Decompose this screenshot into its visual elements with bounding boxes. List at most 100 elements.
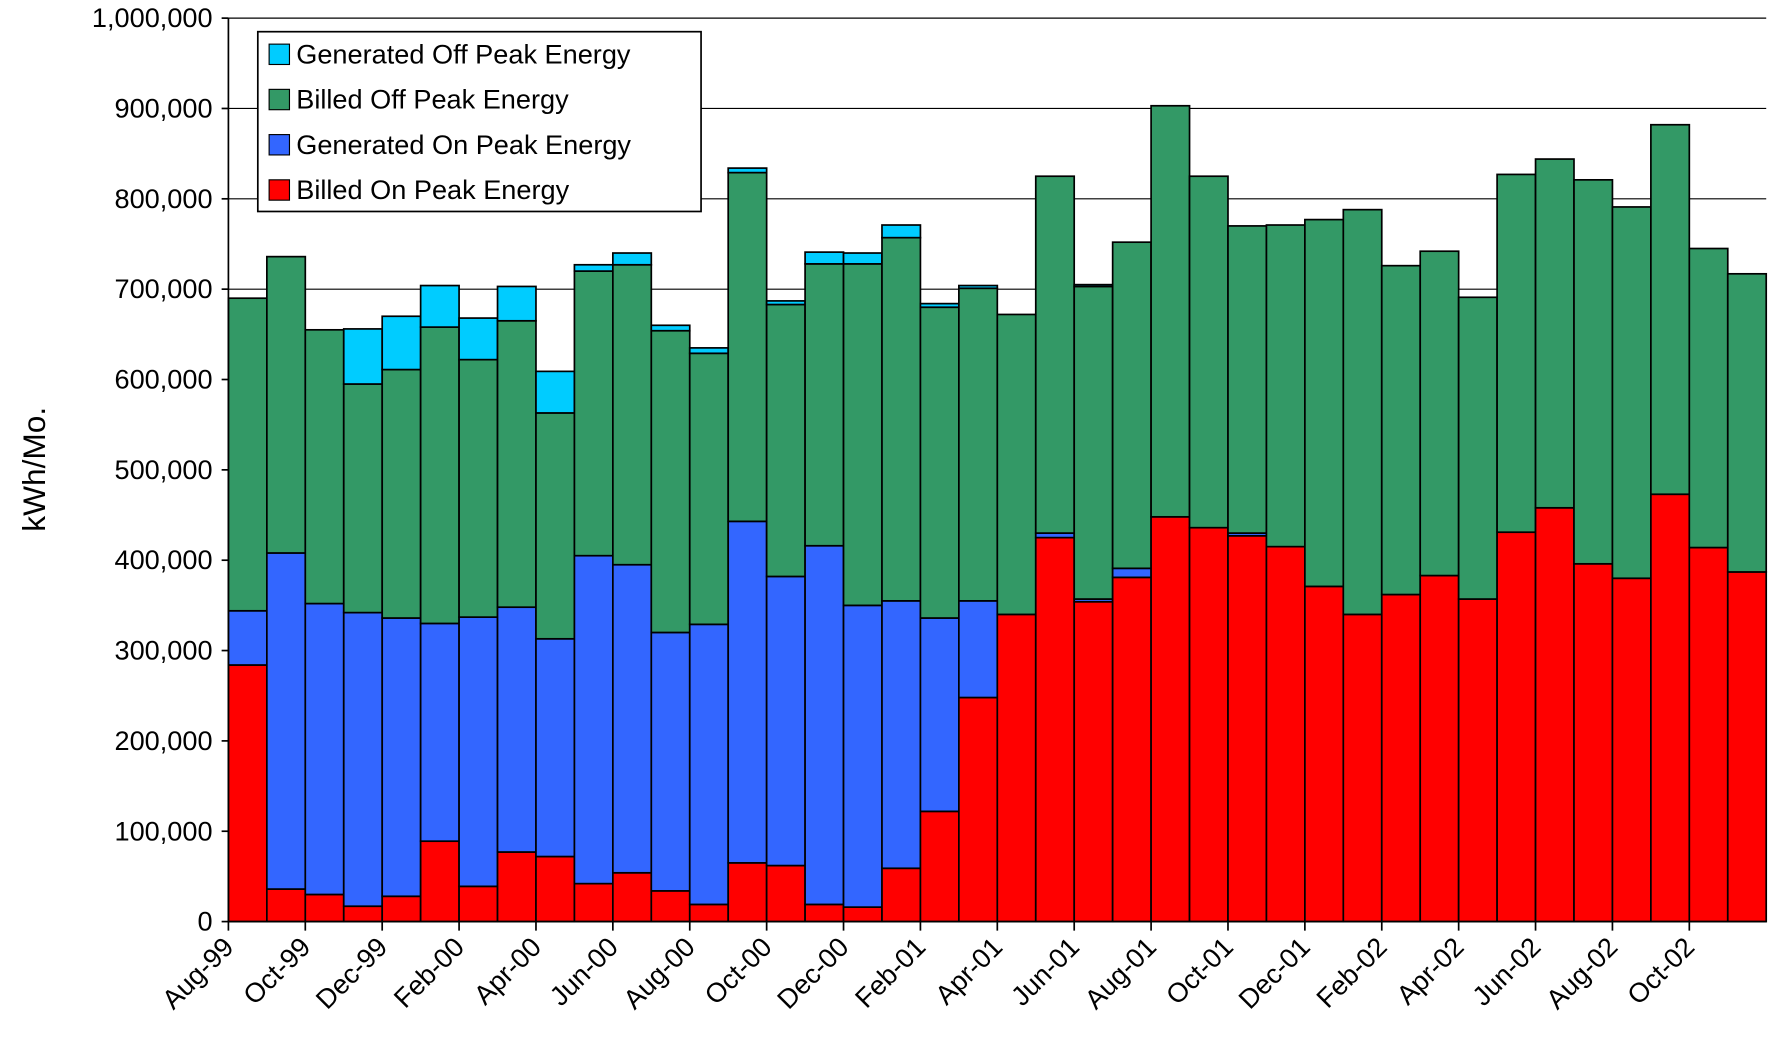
bar-segment bbox=[1342, 613, 1383, 923]
bar-segment bbox=[688, 623, 730, 906]
bar-segment bbox=[1457, 598, 1498, 923]
legend-box bbox=[256, 30, 702, 213]
bar-segment bbox=[1150, 104, 1191, 518]
bar-segment bbox=[1380, 264, 1422, 596]
bar-segment bbox=[1688, 546, 1729, 923]
bar-segment bbox=[1534, 506, 1575, 923]
bar-segment bbox=[1688, 247, 1729, 549]
bar-segment bbox=[958, 284, 999, 290]
bar-segment bbox=[919, 617, 960, 813]
bar-segment bbox=[1611, 206, 1652, 580]
bar-segment bbox=[381, 895, 422, 923]
x-tick-label: Jun-02 bbox=[1466, 931, 1547, 1012]
bar-segment bbox=[804, 263, 845, 547]
bar-segment bbox=[881, 236, 922, 602]
bar-segment bbox=[304, 893, 345, 923]
bar-segment bbox=[919, 302, 960, 309]
bar-segment bbox=[727, 171, 768, 523]
bar-segment bbox=[1188, 175, 1229, 529]
bar-segment bbox=[1034, 536, 1076, 923]
x-tick-label: Feb-01 bbox=[849, 931, 932, 1014]
bar-segment bbox=[612, 563, 653, 874]
bar-segment bbox=[804, 544, 845, 906]
bar-segment bbox=[573, 270, 614, 557]
bar-segment bbox=[535, 370, 576, 414]
x-tick-label: Apr-01 bbox=[929, 931, 1008, 1010]
x-tick-label: Apr-00 bbox=[468, 931, 547, 1010]
legend-swatch bbox=[268, 179, 291, 201]
legend-swatch bbox=[268, 134, 291, 156]
bar-segment bbox=[496, 606, 537, 853]
x-tick-label: Jun-01 bbox=[1005, 931, 1086, 1012]
bar-segment bbox=[612, 871, 653, 923]
y-tick-label: 700,000 bbox=[115, 273, 213, 304]
bar-segment bbox=[881, 224, 922, 239]
x-tick-label: Jun-00 bbox=[543, 931, 624, 1012]
bar-segment bbox=[342, 611, 384, 908]
bar-segment bbox=[304, 602, 345, 896]
bar-segment bbox=[919, 810, 960, 923]
y-tick-label: 900,000 bbox=[115, 93, 213, 124]
bar-segment bbox=[496, 851, 537, 923]
bar-segment bbox=[1034, 175, 1076, 534]
bar-segment bbox=[381, 368, 422, 619]
x-tick-label: Aug-00 bbox=[617, 931, 701, 1015]
legend-label: Generated Off Peak Energy bbox=[296, 38, 631, 69]
bar-segment bbox=[1726, 272, 1768, 573]
bar-segment bbox=[842, 906, 883, 923]
bar-segment bbox=[573, 263, 614, 272]
bar-segment bbox=[650, 324, 691, 332]
bar-segment bbox=[842, 252, 883, 265]
bar-segment bbox=[342, 905, 384, 923]
bar-segment bbox=[381, 617, 422, 898]
bar-segment bbox=[496, 285, 537, 322]
y-tick-label: 800,000 bbox=[115, 183, 213, 214]
x-tick-label: Dec-00 bbox=[771, 931, 855, 1015]
bar-segment bbox=[1073, 285, 1114, 600]
bar-segment bbox=[881, 867, 922, 923]
bar-segment bbox=[419, 326, 460, 625]
bar-segment bbox=[1111, 576, 1152, 923]
bar-segment bbox=[342, 383, 384, 614]
bar-segment bbox=[1650, 493, 1691, 923]
bar-segment bbox=[458, 616, 499, 888]
bar-segment bbox=[1611, 577, 1652, 923]
bar-segment bbox=[266, 552, 307, 890]
bar-segment bbox=[1111, 241, 1152, 570]
bar-segment bbox=[1073, 283, 1114, 288]
bar-segment bbox=[1457, 296, 1498, 600]
bar-segment bbox=[381, 315, 422, 371]
bar-segment bbox=[1150, 515, 1191, 923]
bar-segment bbox=[1227, 225, 1268, 534]
y-tick-label: 200,000 bbox=[115, 725, 213, 756]
bar-segment bbox=[1304, 218, 1345, 588]
x-tick-label: Aug-99 bbox=[156, 931, 240, 1015]
bar-segment bbox=[1419, 250, 1460, 577]
bar-segment bbox=[1380, 593, 1422, 923]
y-tick-label: 1,000,000 bbox=[92, 2, 213, 33]
bar-segment bbox=[1227, 534, 1268, 923]
bar-segment bbox=[1304, 585, 1345, 923]
bar-segment bbox=[996, 313, 1037, 616]
bar-segment bbox=[227, 297, 268, 612]
bar-segment bbox=[419, 284, 460, 328]
x-tick-label: Dec-01 bbox=[1232, 931, 1316, 1015]
y-tick-label: 600,000 bbox=[115, 364, 213, 395]
bar-segment bbox=[727, 520, 768, 864]
y-axis-label: kWh/Mo. bbox=[16, 407, 52, 532]
y-tick-label: 300,000 bbox=[115, 635, 213, 666]
bar-segment bbox=[958, 600, 999, 699]
bar-segment bbox=[765, 300, 806, 306]
legend-swatch bbox=[268, 43, 291, 66]
bar-segment bbox=[1265, 224, 1306, 548]
bar-segment bbox=[458, 885, 499, 923]
x-tick-label: Feb-02 bbox=[1310, 931, 1393, 1014]
legend-label: Billed On Peak Energy bbox=[296, 174, 569, 205]
bar-segment bbox=[458, 317, 499, 361]
y-tick-label: 400,000 bbox=[115, 544, 213, 575]
y-tick-label: 500,000 bbox=[115, 454, 213, 485]
x-tick-label: Dec-99 bbox=[309, 931, 393, 1015]
bar-segment bbox=[266, 255, 307, 554]
